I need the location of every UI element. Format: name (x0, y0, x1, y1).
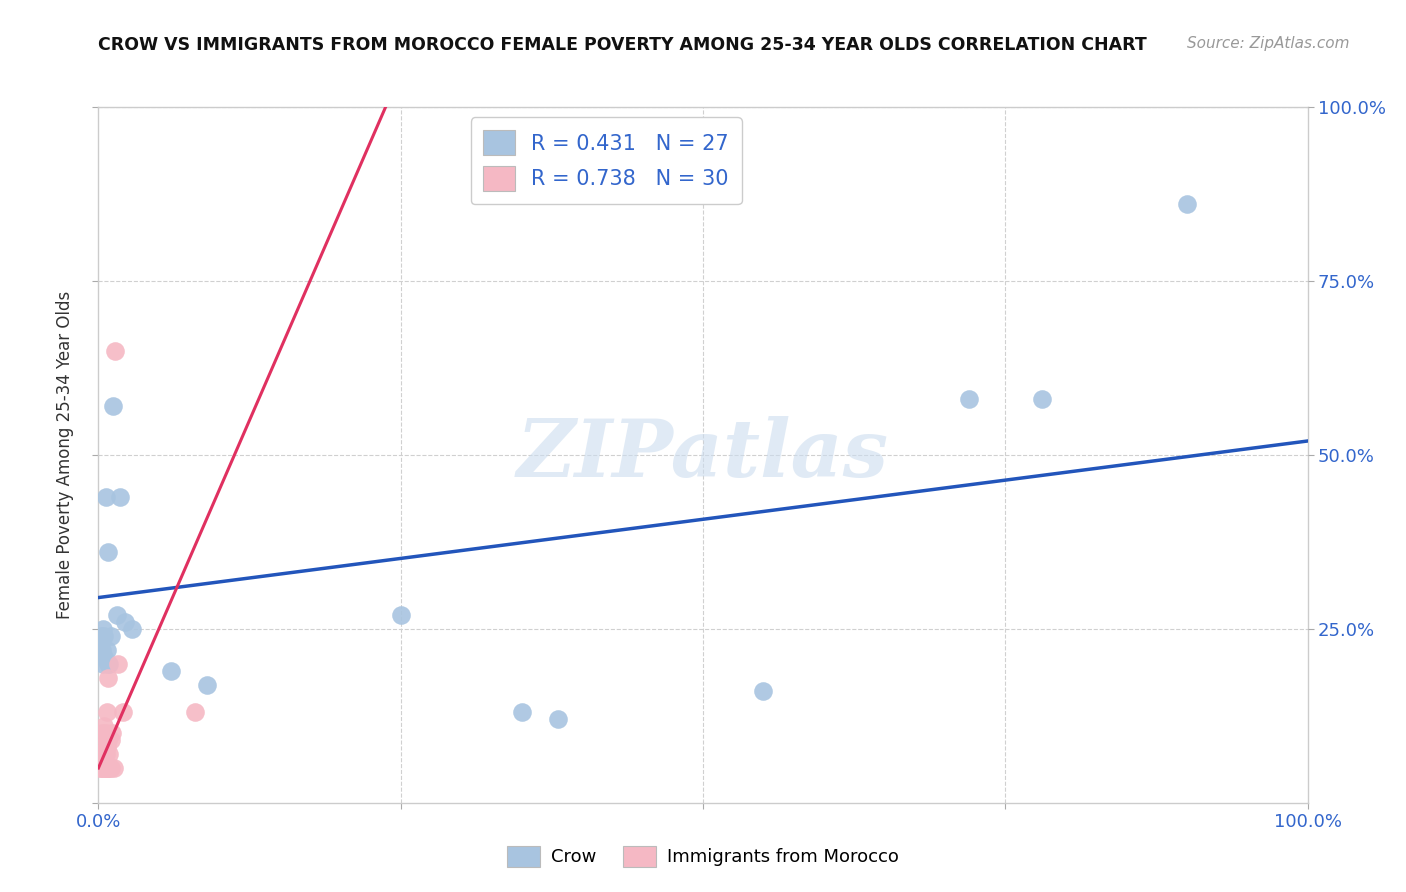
Point (121, 622, 143, 636)
Point (547, 712, 569, 726)
Point (94, 490, 117, 504)
Point (97, 733, 120, 747)
Point (111, 706, 134, 720)
Point (97, 545, 120, 559)
Point (90, 740, 112, 755)
Legend: R = 0.431   N = 27, R = 0.738   N = 30: R = 0.431 N = 27, R = 0.738 N = 30 (471, 118, 741, 203)
Point (93, 629, 115, 643)
Point (90, 629, 112, 643)
Point (97, 671, 120, 685)
Point (91, 761, 114, 775)
Point (93, 747, 115, 761)
Point (96, 642, 118, 657)
Point (98, 657, 121, 671)
Point (96, 761, 118, 775)
Point (93, 719, 115, 733)
Point (184, 706, 207, 720)
Point (107, 657, 129, 671)
Legend: Crow, Immigrants from Morocco: Crow, Immigrants from Morocco (501, 838, 905, 874)
Point (90, 761, 112, 775)
Text: CROW VS IMMIGRANTS FROM MOROCCO FEMALE POVERTY AMONG 25-34 YEAR OLDS CORRELATION: CROW VS IMMIGRANTS FROM MOROCCO FEMALE P… (98, 36, 1147, 54)
Point (96, 740, 118, 755)
Point (91, 754, 114, 768)
Point (94, 747, 117, 761)
Point (89, 642, 111, 657)
Point (1175, 197, 1198, 211)
Point (97, 657, 120, 671)
Point (91, 622, 114, 636)
Point (389, 607, 412, 622)
Point (91, 642, 114, 657)
Point (1031, 392, 1053, 407)
Point (91, 726, 114, 740)
Point (97, 761, 120, 775)
Point (94, 761, 117, 775)
Point (89, 761, 111, 775)
Point (91, 657, 114, 671)
Point (96, 706, 118, 720)
Point (98, 761, 121, 775)
Point (100, 733, 122, 747)
Point (101, 399, 124, 413)
Point (105, 607, 128, 622)
Point (108, 490, 131, 504)
Point (93, 761, 115, 775)
Point (98, 747, 121, 761)
Point (94, 726, 117, 740)
Point (510, 706, 533, 720)
Text: Source: ZipAtlas.com: Source: ZipAtlas.com (1187, 36, 1350, 51)
Point (89, 747, 111, 761)
Point (100, 726, 122, 740)
Y-axis label: Female Poverty Among 25-34 Year Olds: Female Poverty Among 25-34 Year Olds (56, 291, 75, 619)
Point (114, 615, 136, 629)
Point (93, 649, 115, 664)
Point (103, 761, 125, 775)
Point (104, 343, 127, 358)
Point (195, 677, 218, 691)
Point (957, 392, 980, 407)
Point (752, 684, 775, 698)
Point (91, 754, 114, 768)
Text: ZIPatlas: ZIPatlas (517, 417, 889, 493)
Point (100, 761, 122, 775)
Point (100, 629, 122, 643)
Point (160, 664, 183, 678)
